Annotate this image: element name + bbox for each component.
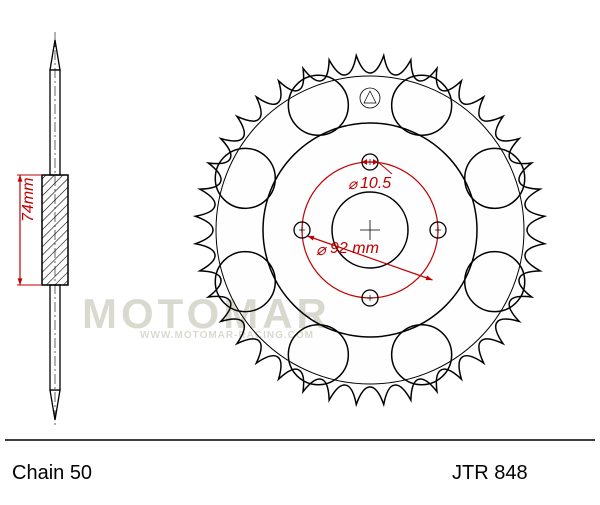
part-number-label: JTR 848 <box>452 462 528 485</box>
sprocket-front-view <box>196 56 545 405</box>
chain-size-label: Chain 50 <box>12 462 92 485</box>
bolt-circle-label: 92 mm <box>330 240 379 258</box>
hub-diameter-label: 74mm <box>20 178 38 222</box>
diagram-svg: ⌀⌀ <box>0 0 600 500</box>
svg-text:⌀: ⌀ <box>316 242 327 259</box>
bolt-hole-label: 10.5 <box>360 175 391 193</box>
sprocket-side-view <box>42 32 68 428</box>
